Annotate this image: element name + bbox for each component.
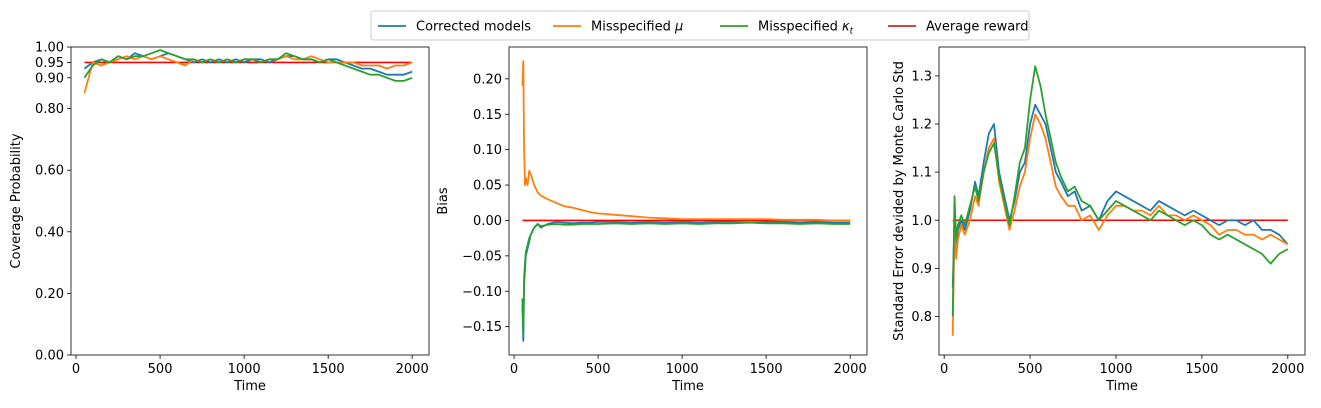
y-tick-label: 1.0 [911,214,932,229]
legend-frame [370,10,1030,41]
misspecified-kappa-line [521,221,851,335]
x-tick-label: 0 [940,362,948,377]
x-axis-label: Time [671,379,704,394]
y-tick-label: −0.10 [462,285,502,300]
y-tick-label: 0.10 [473,143,502,158]
misspecified-mu-line [951,113,1289,336]
y-tick-label: 0.95 [35,56,64,71]
x-axis-label: Time [233,379,266,394]
x-tick-label: 1500 [1185,362,1218,377]
misspecified-kappa-line [951,65,1289,317]
legend-average-reward-label: Average reward [926,20,1029,35]
axes-frame [70,46,430,356]
y-axis-label: Coverage Probability [9,133,24,268]
y-tick-label: 1.00 [35,41,64,56]
x-tick-label: 1000 [666,362,699,377]
legend-corrected-models-label: Corrected models [416,20,531,35]
corrected-models-line [521,221,851,342]
corrected-models-line [83,52,413,76]
axes-frame [508,46,868,356]
x-tick-label: 0 [510,362,518,377]
y-tick-label: 0.90 [35,71,64,86]
y-tick-label: 0.8 [911,310,932,325]
y-tick-label: 0.60 [35,164,64,179]
x-tick-label: 0 [72,362,80,377]
x-tick-label: 2000 [834,362,867,377]
legend-misspecified-kappa-label: Misspecified κt [758,20,854,37]
y-tick-label: 0.05 [473,179,502,194]
legend-misspecified-mu-label: Misspecified μ [591,20,683,35]
y-tick-label: −0.15 [462,320,502,335]
x-tick-label: 1500 [312,362,345,377]
x-tick-label: 1000 [228,362,261,377]
y-tick-label: 0.15 [473,108,502,123]
y-axis-label: Standard Error devided by Monte Carlo St… [892,61,907,341]
y-tick-label: 0.00 [473,214,502,229]
axes-frame [938,46,1306,356]
y-tick-label: 0.40 [35,225,64,240]
x-axis-label: Time [1105,379,1138,394]
y-tick-label: 0.00 [35,349,64,364]
x-tick-label: 2000 [396,362,429,377]
legend: Corrected models Misspecified μ Misspecifi… [370,10,1030,41]
y-tick-label: 1.2 [911,118,932,133]
x-tick-label: 1000 [1099,362,1132,377]
x-tick-label: 500 [586,362,611,377]
y-tick-label: 0.20 [473,72,502,87]
y-tick-label: 1.1 [911,166,932,181]
y-tick-label: −0.05 [462,249,502,264]
x-tick-label: 2000 [1271,362,1304,377]
coverage-probability-panel: 0 500 1000 1500 2000 0.00 0.20 0.40 0.60 0.80 0.90… [9,41,430,394]
y-tick-label: 0.20 [35,287,64,302]
bias-panel: 0 500 1000 1500 2000 −0.15 −0.10 −0.05 0.00 0.05 0… [436,46,868,394]
y-tick-label: 1.3 [911,69,932,84]
misspecified-mu-line [521,60,851,222]
corrected-models-line [951,103,1289,288]
x-tick-label: 1500 [750,362,783,377]
x-tick-label: 500 [1018,362,1043,377]
misspecified-kappa-line [83,49,413,82]
y-axis-label: Bias [436,187,451,214]
standard-error-ratio-panel: 0 500 1000 1500 2000 0.8 0.9 1.0 1.1 1.2 1.3 Time St… [892,46,1306,394]
y-tick-label: 0.9 [911,262,932,277]
x-tick-label: 500 [148,362,173,377]
y-tick-label: 0.80 [35,102,64,117]
